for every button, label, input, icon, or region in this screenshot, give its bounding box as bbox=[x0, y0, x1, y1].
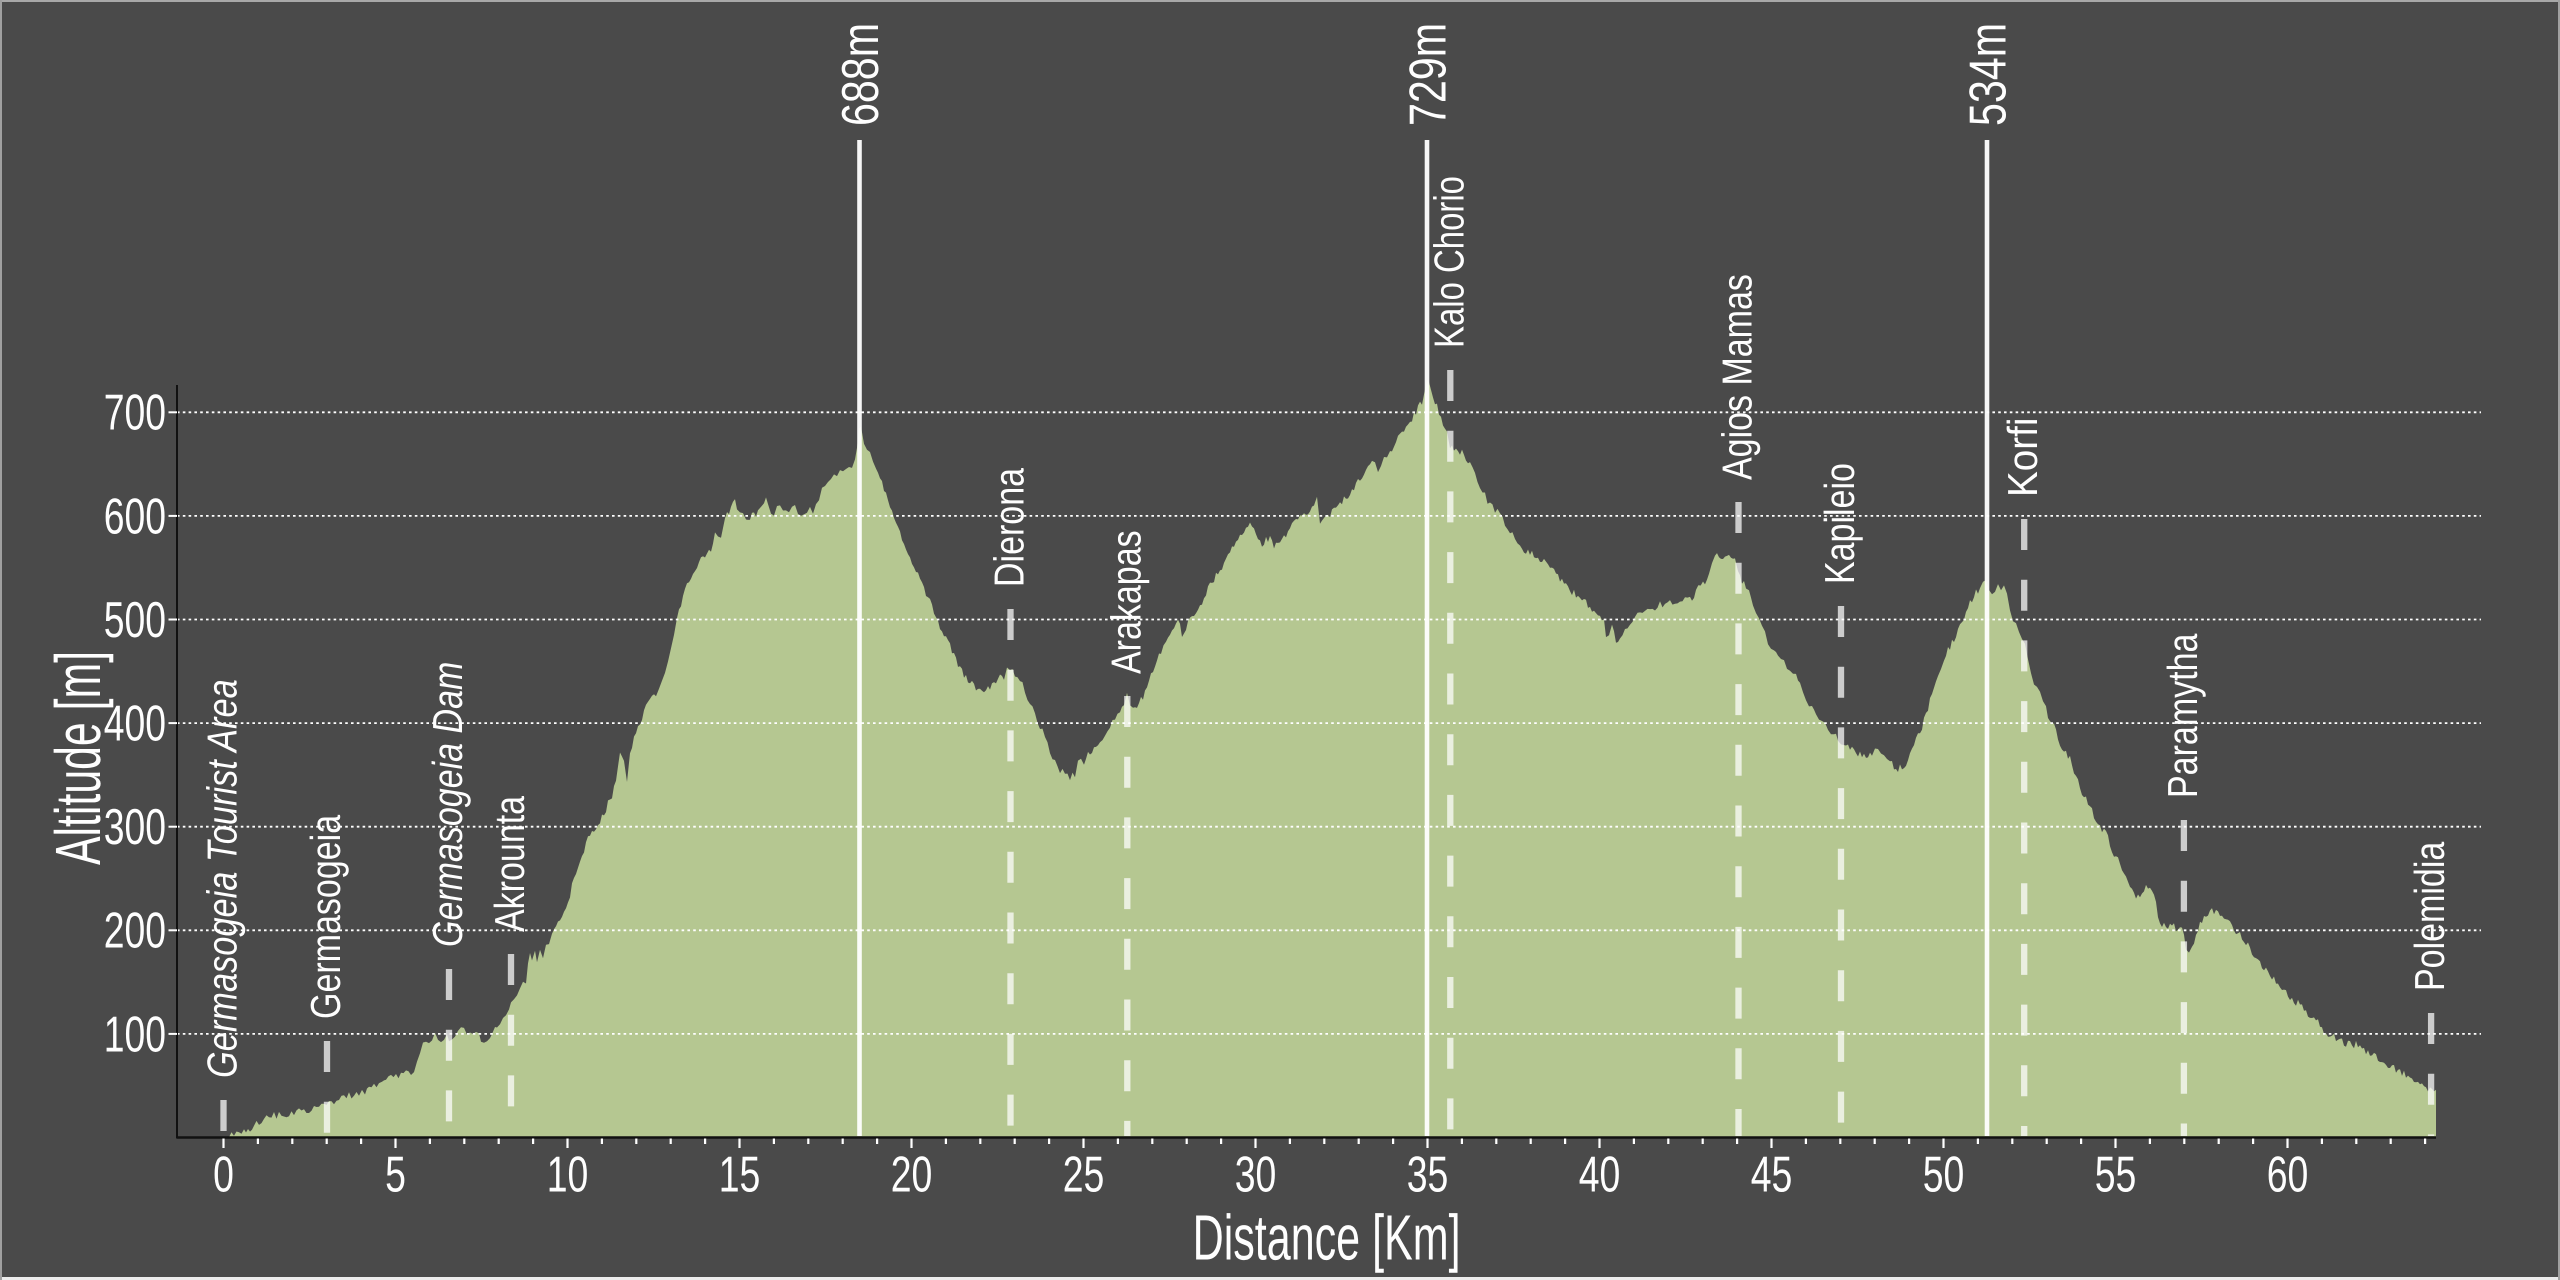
svg-text:200: 200 bbox=[104, 902, 166, 959]
svg-text:Polemidia: Polemidia bbox=[2406, 841, 2453, 991]
svg-text:Arakapas: Arakapas bbox=[1102, 530, 1149, 674]
svg-text:Agios Mamas: Agios Mamas bbox=[1714, 274, 1761, 480]
svg-text:Kapileio: Kapileio bbox=[1816, 463, 1863, 584]
svg-text:500: 500 bbox=[104, 591, 166, 648]
svg-text:100: 100 bbox=[104, 1005, 166, 1062]
svg-text:35: 35 bbox=[1407, 1145, 1449, 1202]
svg-text:Kalo Chorio: Kalo Chorio bbox=[1425, 176, 1472, 348]
svg-text:10: 10 bbox=[547, 1145, 589, 1202]
svg-text:688m: 688m bbox=[832, 23, 890, 126]
svg-text:15: 15 bbox=[719, 1145, 761, 1202]
svg-text:Paramytha: Paramytha bbox=[2159, 633, 2206, 798]
svg-text:30: 30 bbox=[1235, 1145, 1277, 1202]
svg-text:25: 25 bbox=[1063, 1145, 1105, 1202]
svg-text:Korfi: Korfi bbox=[1999, 418, 2046, 497]
svg-text:729m: 729m bbox=[1400, 23, 1458, 126]
svg-text:534m: 534m bbox=[1960, 23, 2018, 126]
svg-text:400: 400 bbox=[104, 695, 166, 752]
svg-text:Akrounta: Akrounta bbox=[486, 795, 533, 932]
svg-text:600: 600 bbox=[104, 487, 166, 544]
svg-text:Altitude [m]: Altitude [m] bbox=[42, 651, 114, 865]
svg-text:Dierona: Dierona bbox=[986, 467, 1033, 587]
svg-text:5: 5 bbox=[385, 1145, 406, 1202]
svg-text:0: 0 bbox=[213, 1145, 234, 1202]
svg-text:40: 40 bbox=[1579, 1145, 1621, 1202]
svg-text:50: 50 bbox=[1923, 1145, 1965, 1202]
svg-text:20: 20 bbox=[891, 1145, 933, 1202]
svg-text:700: 700 bbox=[104, 384, 166, 441]
svg-text:45: 45 bbox=[1751, 1145, 1793, 1202]
svg-text:300: 300 bbox=[104, 798, 166, 855]
svg-text:Germasogeia: Germasogeia bbox=[302, 814, 349, 1019]
svg-text:Distance [Km]: Distance [Km] bbox=[1193, 1202, 1461, 1274]
svg-text:Germasogeia Dam: Germasogeia Dam bbox=[424, 662, 471, 947]
svg-text:55: 55 bbox=[2095, 1145, 2137, 1202]
svg-text:60: 60 bbox=[2267, 1145, 2309, 1202]
svg-text:Germasogeia Tourist Area: Germasogeia Tourist Area bbox=[199, 679, 246, 1078]
